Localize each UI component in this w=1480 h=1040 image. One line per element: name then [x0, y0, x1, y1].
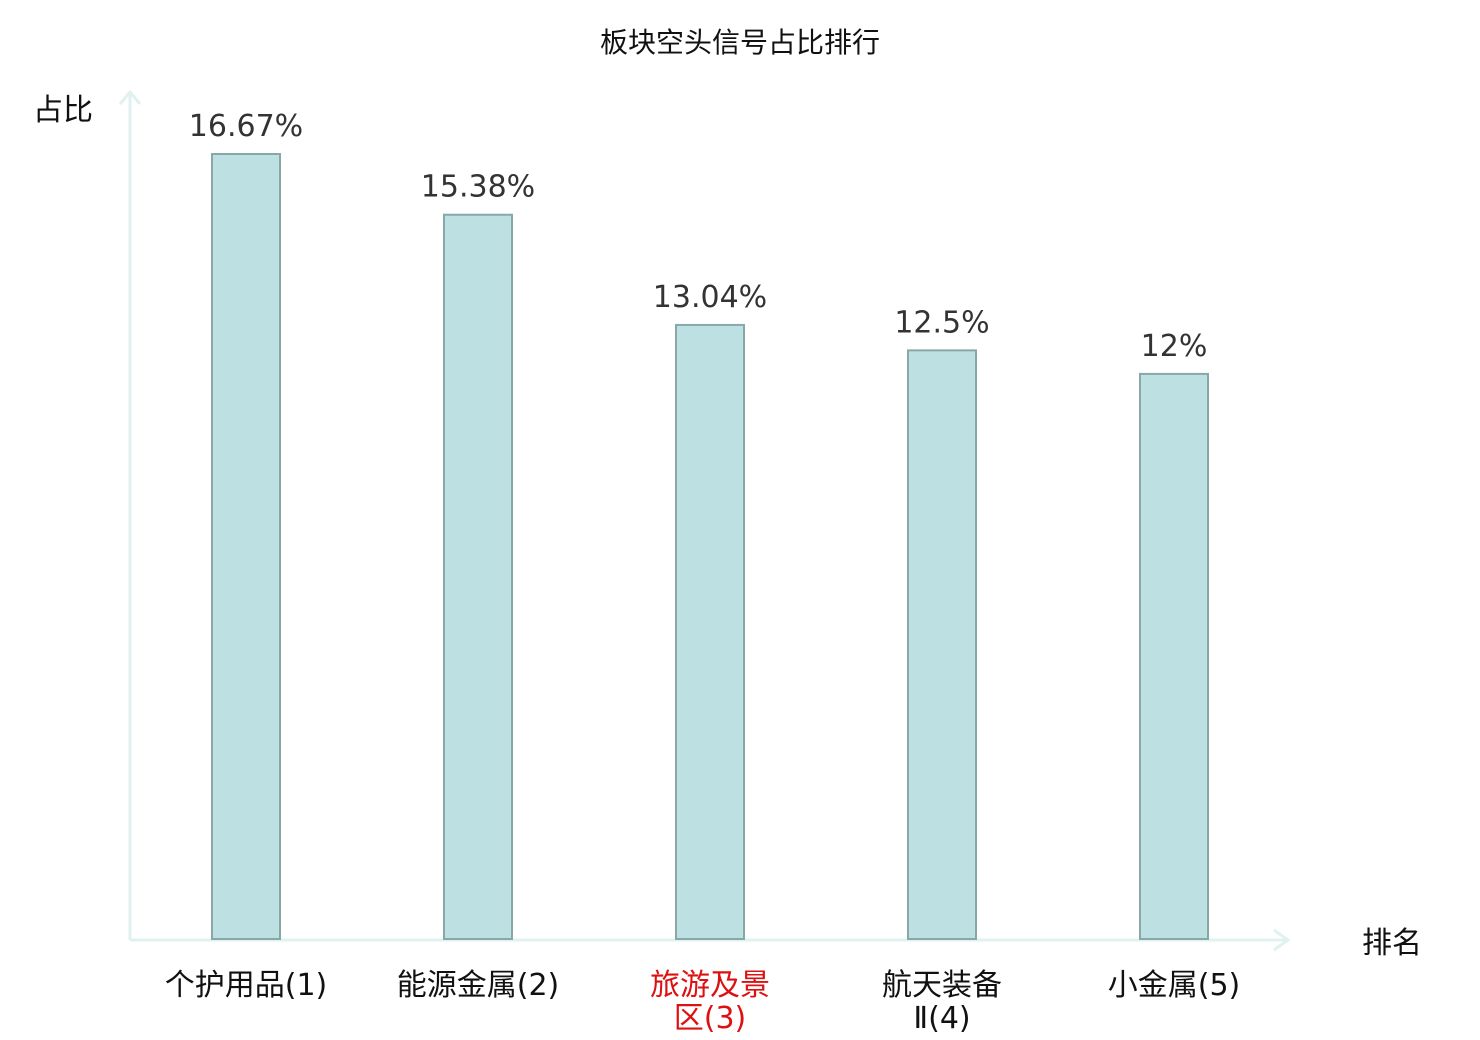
bars: [211, 153, 1209, 941]
x-tick-label: 能源金属(2): [397, 968, 560, 1003]
x-tick-label: 区(3): [674, 1001, 747, 1036]
bar: [443, 213, 513, 941]
bar-value-label: 12.5%: [894, 305, 989, 340]
chart-title: 板块空头信号占比排行: [600, 26, 880, 59]
x-axis: [130, 928, 1291, 952]
bar: [211, 153, 281, 940]
value-labels: 16.67% 15.38% 13.04% 12.5% 12%: [189, 109, 1208, 364]
x-tick-label: 个护用品(1): [165, 968, 328, 1003]
bar: [907, 349, 977, 940]
x-axis-label: 排名: [1362, 926, 1422, 961]
bar: [675, 323, 745, 940]
bar-value-label: 12%: [1141, 329, 1208, 364]
bar-value-label: 15.38%: [421, 170, 535, 205]
bar-value-label: 13.04%: [653, 280, 767, 315]
y-axis-label: 占比: [33, 93, 93, 128]
x-tick-label: Ⅱ(4): [913, 1001, 970, 1036]
bar: [1139, 372, 1209, 940]
x-tick-label: 航天装备: [882, 968, 1002, 1003]
x-tick-label: 小金属(5): [1108, 968, 1241, 1003]
y-axis: [118, 89, 142, 940]
x-tick-label: 旅游及景: [650, 968, 770, 1003]
bar-value-label: 16.67%: [189, 109, 303, 144]
